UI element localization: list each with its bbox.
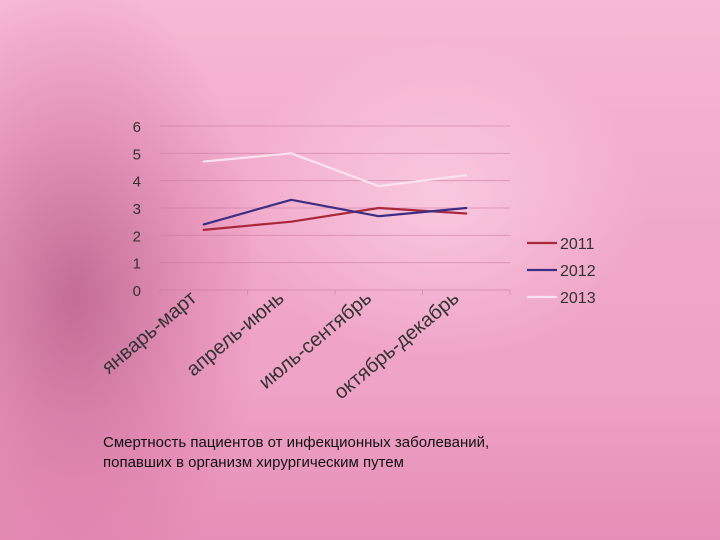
series-line-2013 — [202, 152, 468, 188]
y-tick-label: 1 — [133, 256, 141, 273]
background-shade — [0, 380, 720, 540]
y-tick-label: 4 — [133, 174, 141, 191]
legend-label: 2011 — [560, 236, 595, 253]
series-line-2012 — [202, 198, 468, 226]
caption-line-1: Смертность пациентов от инфекционных заб… — [103, 434, 490, 451]
legend-label: 2012 — [560, 263, 596, 280]
y-tick-label: 0 — [133, 283, 141, 300]
y-tick-label: 6 — [133, 119, 141, 136]
series-line-2011 — [202, 206, 468, 231]
chart-caption: Смертность пациентов от инфекционных заб… — [103, 433, 663, 473]
y-tick-label: 5 — [133, 146, 141, 163]
y-tick-label: 3 — [133, 201, 141, 218]
caption-line-2: попавших в организм хирургическим путем — [103, 454, 404, 471]
background-glow — [230, 40, 650, 360]
y-tick-label: 2 — [133, 228, 141, 245]
surgery-photo-background — [0, 0, 250, 540]
legend-label: 2013 — [560, 290, 596, 307]
